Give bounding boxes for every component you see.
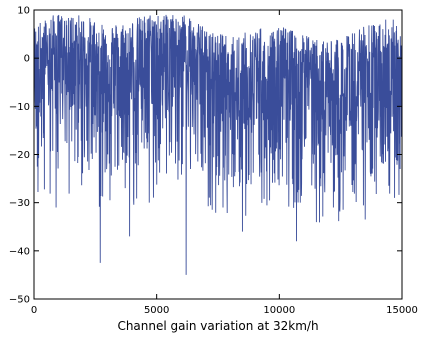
y-tick-label: −50 [9, 295, 30, 306]
x-tick-label: 5000 [144, 305, 169, 316]
y-tick-label: 0 [24, 54, 30, 65]
x-tick-label: 10000 [263, 305, 295, 316]
x-axis-label: Channel gain variation at 32km/h [117, 319, 318, 333]
x-axis-ticks: 0 5000 10000 15000 [31, 10, 418, 316]
y-tick-label: −40 [9, 246, 30, 257]
y-axis-ticks: −50 −40 −30 −20 −10 0 10 [9, 6, 402, 306]
x-tick-label: 15000 [386, 305, 418, 316]
y-tick-label: 10 [17, 6, 30, 17]
y-tick-label: −30 [9, 198, 30, 209]
x-tick-label: 0 [31, 305, 37, 316]
y-tick-label: −10 [9, 102, 30, 113]
y-tick-label: −20 [9, 150, 30, 161]
series-line-channel-gain [33, 14, 403, 275]
